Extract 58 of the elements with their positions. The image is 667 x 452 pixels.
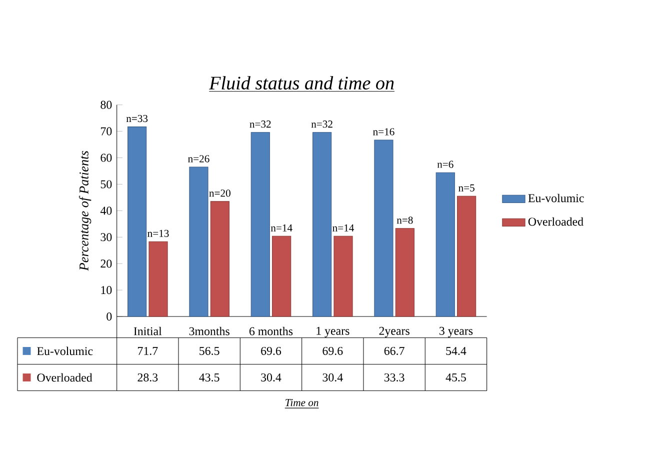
x-tick-label: 6 months xyxy=(249,326,293,336)
bar xyxy=(312,132,332,317)
data-label: 33.3 xyxy=(384,373,404,382)
annotation: n=8 xyxy=(396,216,413,224)
text: Time on xyxy=(286,398,318,406)
data-label: 43.5 xyxy=(199,373,220,382)
x-tick-label: 1 years xyxy=(316,326,350,338)
x-tick-label: 3months xyxy=(189,326,230,336)
y-tick-label: 10 xyxy=(101,286,112,294)
data-label: 56.5 xyxy=(200,346,220,355)
text: Eu-volumic xyxy=(528,194,584,202)
bar xyxy=(189,166,208,317)
annotation: n=26 xyxy=(188,155,210,162)
data-label: 69.6 xyxy=(322,346,343,355)
legend-label: Overloaded xyxy=(528,217,584,226)
annotation: n=32 xyxy=(311,120,332,128)
annotation: n=14 xyxy=(270,224,292,232)
y-tick-label: 40 xyxy=(100,206,112,215)
y-tick-label: 70 xyxy=(101,127,112,136)
annotation: n=14 xyxy=(332,224,354,232)
annotation: n=6 xyxy=(437,160,454,168)
bar xyxy=(374,140,394,317)
bar xyxy=(210,201,230,317)
bar xyxy=(334,236,353,317)
y-tick-label: 60 xyxy=(100,154,112,162)
y-tick-label: 50 xyxy=(100,180,112,188)
bar xyxy=(128,126,147,317)
annotation: n=16 xyxy=(373,128,394,136)
annotation: n=20 xyxy=(209,190,230,197)
y-tick-label: 20 xyxy=(100,259,112,268)
y-tick-label: 30 xyxy=(100,233,112,242)
x-tick-label: Initial xyxy=(134,326,162,336)
bar xyxy=(457,196,476,317)
bar xyxy=(272,236,292,317)
data-label: 69.6 xyxy=(261,346,282,355)
annotation: n=13 xyxy=(148,230,169,237)
annotation: n=32 xyxy=(250,120,271,128)
annotation: n=5 xyxy=(458,184,474,192)
data-label: 54.4 xyxy=(446,346,466,355)
bar xyxy=(148,241,168,317)
legend-label: Eu-volumic xyxy=(37,346,93,356)
y-axis-title: Percentage of Patients xyxy=(78,150,92,271)
data-label: 71.7 xyxy=(138,346,158,355)
annotation: n=33 xyxy=(126,114,148,122)
x-tick-label: 3 years xyxy=(439,326,473,338)
y-tick-label: 0 xyxy=(106,312,112,320)
data-label: 28.3 xyxy=(138,373,158,382)
bar xyxy=(395,228,414,317)
x-tick-label: 2years xyxy=(379,326,410,338)
data-label: 45.5 xyxy=(446,373,466,382)
data-label: 66.7 xyxy=(384,346,404,355)
data-label: 30.4 xyxy=(322,373,343,382)
data-label: 30.4 xyxy=(261,373,282,382)
bar xyxy=(250,132,270,317)
chart-title: Fluid status and time on xyxy=(209,76,394,90)
bar xyxy=(436,172,455,317)
text: Overloaded xyxy=(37,373,92,382)
y-tick-label: 80 xyxy=(100,100,112,109)
